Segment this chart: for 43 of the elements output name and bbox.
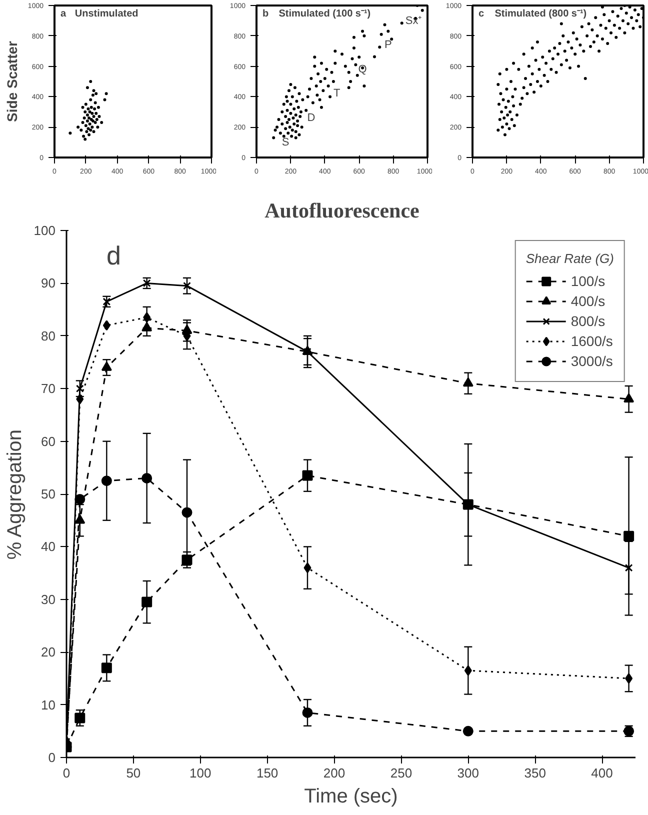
annotation: d [106,240,121,270]
x-tick-label: 50 [126,766,141,780]
x-tick-label: 200 [323,766,346,780]
chart-title: Unstimulated [74,8,138,20]
y-axis-title: % Aggregation [4,429,26,560]
x-axis-title: Time (sec) [304,786,398,808]
x-tick-label: 100 [190,766,212,780]
annotation: c [478,8,484,20]
legend-label: 1600/s [570,333,613,349]
chart-title: Stimulated (800 s⁻¹) [494,8,587,20]
legend-label: 800/s [570,313,606,329]
y-tick-label: 0 [48,750,56,765]
legend-label: 400/s [570,293,606,309]
annotation: S [282,136,290,148]
annotation: D [307,112,316,124]
annotation: b [262,8,269,20]
x-tick-label: 350 [524,766,546,780]
annotation: P [384,39,392,52]
legend-label: 100/s [570,273,606,289]
x-axis-title: Autofluorescence [264,198,420,222]
x-tick-label: 250 [390,766,412,780]
annotation: Q [358,63,368,76]
chart-title: Stimulated (100 s⁻¹) [278,8,371,20]
legend-title: Shear Rate (G) [526,251,614,266]
annotation: a [60,8,66,20]
y-tick-label: 30 [41,592,56,607]
y-tick-label: 80 [41,328,56,344]
y-tick-label: 60 [41,434,56,449]
y-tick-label: 10 [41,697,56,712]
y-tick-label: 50 [41,486,56,502]
x-tick-label: 0 [62,766,70,780]
annotation: Sx⁺ [405,14,422,27]
x-tick-label: 150 [256,766,278,780]
y-tick-label: 70 [41,381,56,396]
x-tick-label: 300 [457,766,480,780]
y-tick-label: 40 [41,539,56,554]
legend-label: 3000/s [570,353,613,369]
x-tick-label: 400 [591,766,613,780]
y-tick-label: 100 [34,223,56,238]
annotation: T [334,88,341,100]
y-tick-label: 20 [41,644,56,660]
y-axis-title: Side Scatter [4,40,20,122]
y-tick-label: 90 [41,276,56,291]
